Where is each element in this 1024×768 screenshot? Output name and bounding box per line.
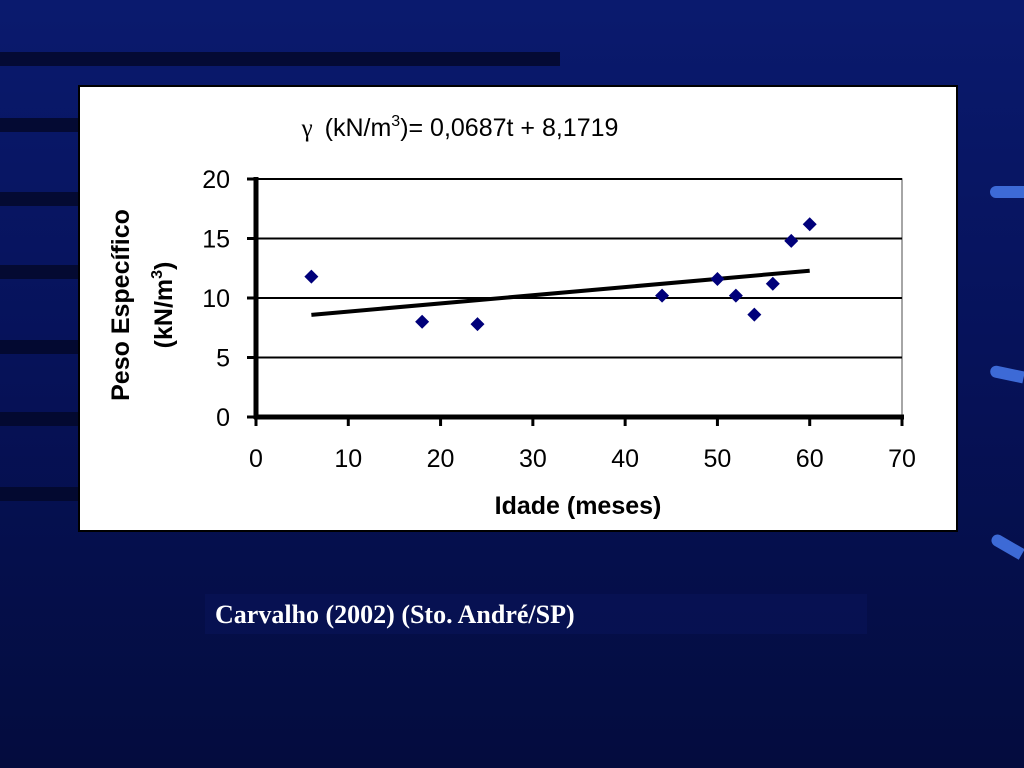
data-point: [304, 269, 319, 284]
chart-panel: γ (kN/m3)= 0,0687t + 8,1719 Peso Específi…: [78, 85, 958, 532]
y-tick-label: 20: [202, 166, 230, 194]
y-axis-label: Peso Específico: [107, 209, 135, 401]
background-stripe: [0, 118, 78, 132]
background-swoosh: [989, 364, 1024, 384]
data-point: [470, 317, 485, 332]
data-point: [802, 217, 817, 232]
data-point: [765, 276, 780, 291]
x-tick-label: 50: [704, 445, 732, 473]
y-tick-label: 15: [202, 226, 230, 254]
caption-band: [205, 594, 867, 634]
x-tick-label: 0: [249, 445, 263, 473]
y-tick-label: 5: [216, 345, 230, 373]
x-tick-label: 30: [519, 445, 547, 473]
gamma-symbol: γ: [301, 115, 313, 142]
x-tick-label: 20: [427, 445, 455, 473]
background-stripe: [0, 340, 78, 354]
background-swoosh: [989, 532, 1024, 560]
y-tick-label: 0: [216, 404, 230, 432]
chart-title: γ (kN/m3)= 0,0687t + 8,1719: [301, 113, 619, 142]
background-stripe: [0, 192, 78, 206]
y-axis-label-units: (kN/m3): [149, 262, 178, 349]
x-axis-label: Idade (meses): [495, 492, 662, 520]
x-tick-label: 70: [888, 445, 916, 473]
x-tick-label: 10: [334, 445, 362, 473]
data-point: [655, 288, 670, 303]
background-stripe: [0, 487, 78, 501]
y-tick-label: 10: [202, 285, 230, 313]
trendline: [311, 268, 810, 317]
data-point: [415, 314, 430, 329]
chart: γ (kN/m3)= 0,0687t + 8,1719 Peso Específi…: [107, 113, 916, 520]
background-swoosh: [990, 186, 1024, 198]
background-stripe: [0, 52, 560, 66]
data-point: [710, 271, 725, 286]
background-stripe: [0, 412, 78, 426]
data-point: [784, 233, 799, 248]
x-tick-label: 60: [796, 445, 824, 473]
slide-caption: Carvalho (2002) (Sto. André/SP): [215, 600, 575, 629]
data-point: [747, 307, 762, 322]
background-stripe: [0, 265, 78, 279]
plot-area: 0 5 10 15 20 0 10 20 30 40 50 60 70: [202, 166, 916, 473]
data-point: [728, 288, 743, 303]
x-tick-label: 40: [611, 445, 639, 473]
